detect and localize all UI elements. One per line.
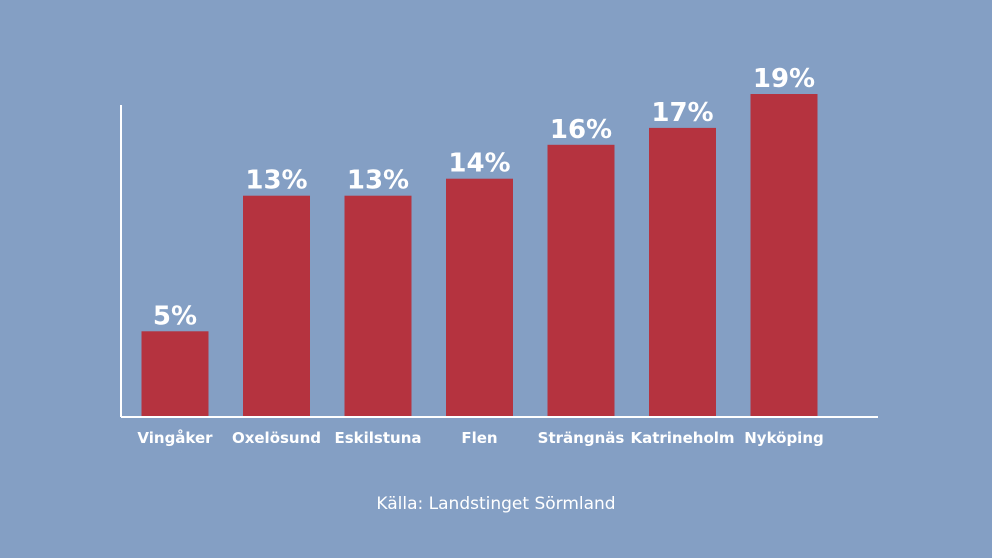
bars-group <box>141 94 818 417</box>
bar-oxelösund <box>243 195 310 416</box>
value-label: 14% <box>448 149 510 179</box>
value-label: 13% <box>245 166 307 196</box>
category-label: Vingåker <box>137 429 213 447</box>
category-label: Eskilstuna <box>334 429 421 447</box>
bar-flen <box>446 178 513 416</box>
bar-katrineholm <box>649 127 716 417</box>
value-label: 19% <box>753 64 815 94</box>
value-label: 16% <box>550 115 612 145</box>
value-labels-group: 5% 13% 13% 14% 16% 17% 19% <box>153 64 815 331</box>
category-label: Flen <box>461 429 497 447</box>
bar-strängnäs <box>547 144 615 417</box>
category-labels-group: Vingåker Oxelösund Eskilstuna Flen Strängnäs… <box>137 429 823 447</box>
category-label: Katrineholm <box>630 429 734 447</box>
category-label: Nyköping <box>744 429 824 447</box>
value-label: 17% <box>651 98 713 128</box>
value-label: 5% <box>153 301 197 331</box>
category-label: Strängnäs <box>538 429 625 447</box>
bar-vingåker <box>141 331 209 416</box>
bar-nyköping <box>750 94 818 416</box>
source-note: Källa: Landstinget Sörmland <box>376 494 616 514</box>
category-label: Oxelösund <box>232 429 321 447</box>
value-label: 13% <box>347 166 409 196</box>
bar-eskilstuna <box>344 195 412 416</box>
